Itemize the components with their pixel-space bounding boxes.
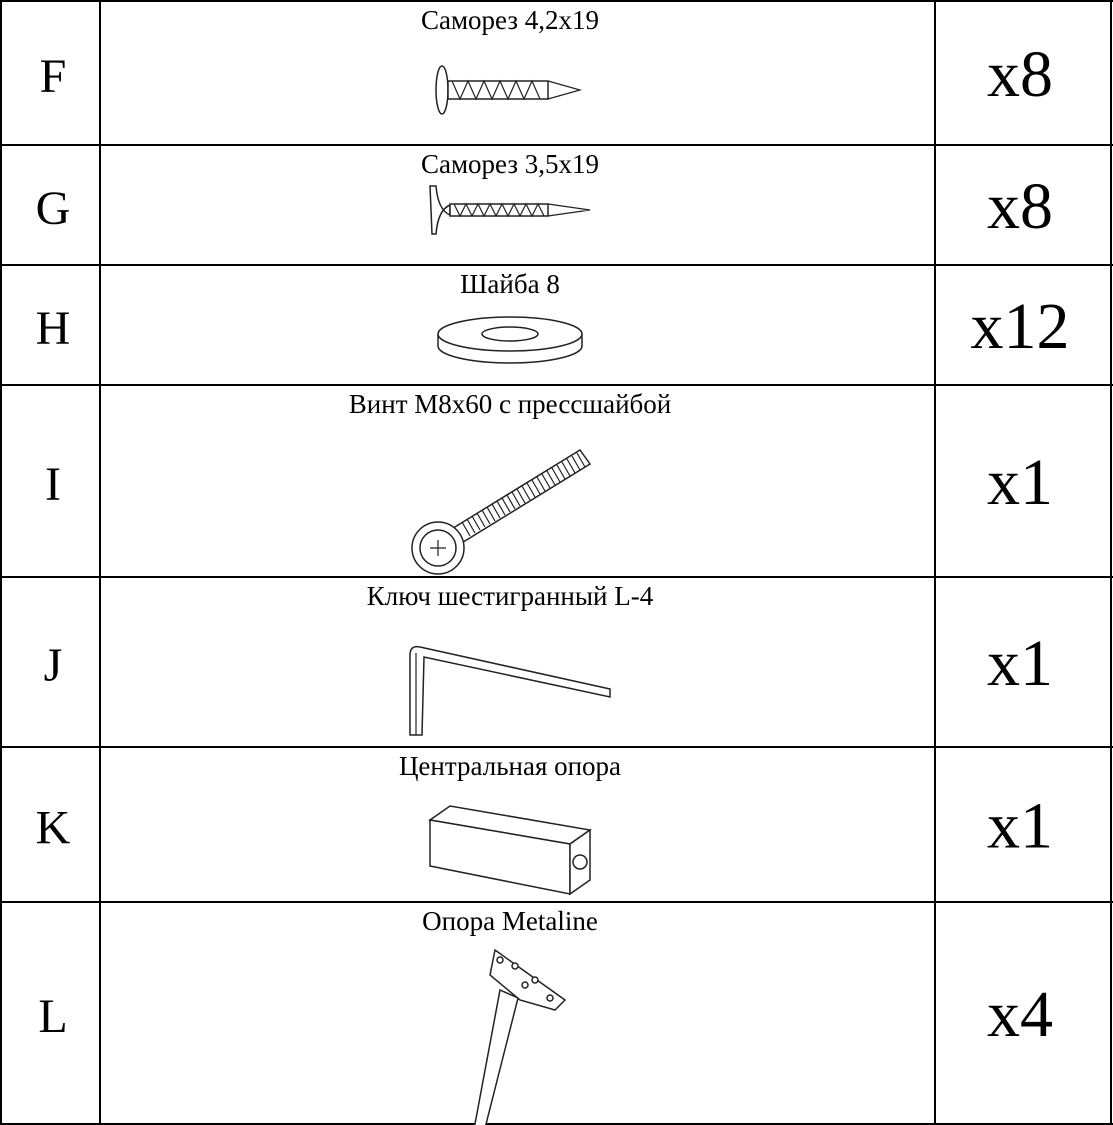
icon-part [546,470,556,486]
icon-part [489,948,567,1011]
part-letter: K [36,802,71,855]
part-quantity: x1 [987,446,1053,519]
part-quantity: x8 [987,170,1053,243]
icon-part [491,503,501,519]
part-name: Саморез 4,2x19 [421,5,599,35]
part-illustration [474,948,567,1125]
icon-part [531,976,539,984]
part-letter: L [38,990,67,1043]
icon-part [453,202,591,218]
part-illustration [411,448,592,575]
icon-part [526,482,536,498]
icon-part [430,540,446,556]
icon-part [481,326,539,342]
part-quantity: x4 [987,978,1053,1051]
icon-part [546,994,554,1002]
icon-part [409,645,611,736]
icon-part [486,506,496,522]
icon-part [476,512,486,528]
icon-part [429,185,451,235]
icon-part [466,518,476,534]
part-quantity: x8 [987,38,1053,111]
icon-part [576,452,586,468]
icon-part [461,521,471,537]
icon-part [496,956,504,964]
icon-part [501,497,511,513]
part-letter: H [36,302,71,355]
icon-part [541,473,551,489]
icon-part [435,65,449,115]
icon-part [448,448,592,546]
icon-part [511,962,519,970]
icon-part [571,455,581,471]
part-name: Центральная опора [399,751,621,781]
part-illustration [435,65,583,115]
icon-part [566,458,576,474]
icon-part [496,500,506,516]
part-letter: G [36,182,71,235]
icon-part [451,79,583,101]
icon-part [447,80,549,100]
part-illustration [409,645,611,736]
icon-part [511,491,521,507]
part-illustration [429,185,591,235]
part-name: Саморез 3,5x19 [421,149,599,179]
icon-part [506,494,516,510]
part-name: Опора Metaline [422,906,598,936]
part-letter: J [44,639,63,692]
icon-part [521,981,529,989]
part-name: Ключ шестигранный L-4 [367,581,654,611]
icon-part [481,509,491,525]
icon-part [536,476,546,492]
part-letter: F [40,50,67,103]
icon-part [561,461,571,477]
part-quantity: x1 [987,627,1053,700]
part-quantity: x12 [971,290,1070,363]
icon-part [521,485,531,501]
icon-part [531,479,541,495]
icon-part [474,988,519,1125]
part-illustration [437,316,583,364]
icon-part [572,854,588,870]
icon-part [471,515,481,531]
part-name: Шайба 8 [460,269,560,299]
part-name: Винт М8х60 с прессшайбой [349,389,671,419]
icon-part [556,464,566,480]
part-illustration [428,805,592,896]
part-letter: I [45,458,61,511]
part-quantity: x1 [987,790,1053,863]
icon-part [551,467,561,483]
icon-part [516,488,526,504]
